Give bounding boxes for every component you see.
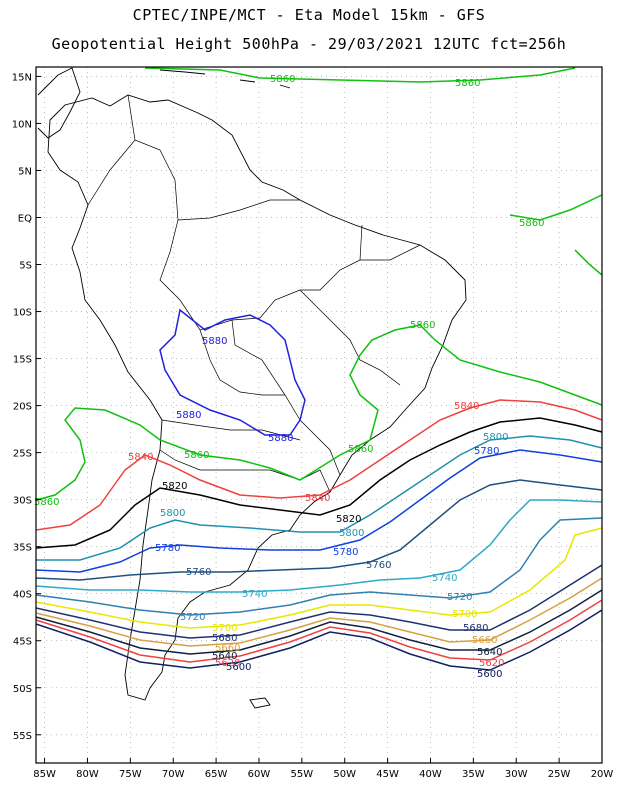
label-5860: 5860: [34, 497, 59, 508]
lat-tick-label: 40S: [13, 590, 32, 601]
lon-tick-label: 65W: [205, 769, 228, 780]
chart-subtitle: Geopotential Height 500hPa - 29/03/2021 …: [51, 35, 567, 53]
label-5880: 5880: [176, 410, 201, 421]
label-5860: 5860: [519, 218, 544, 229]
label-5800: 5800: [483, 432, 508, 443]
lat-tick-label: 20S: [13, 402, 32, 413]
label-5600: 5600: [226, 662, 251, 673]
label-5760: 5760: [366, 560, 391, 571]
label-5700: 5700: [452, 609, 477, 620]
label-5680: 5680: [212, 633, 237, 644]
lon-tick-label: 35W: [462, 769, 485, 780]
contour-labels: 5880 5880 5880 5860 5860 5860 5860 5860 …: [34, 74, 544, 680]
label-5720: 5720: [180, 612, 205, 623]
lon-tick-label: 45W: [376, 769, 399, 780]
lon-tick-label: 40W: [419, 769, 442, 780]
label-5620: 5620: [215, 658, 240, 669]
lat-tick-label: 15S: [13, 355, 32, 366]
label-5660: 5660: [215, 643, 240, 654]
lat-tick-label: 35S: [13, 543, 32, 554]
contour-5660: [35, 577, 603, 647]
lat-tick-label: 45S: [13, 637, 32, 648]
contour-5680: [35, 564, 603, 639]
label-5720: 5720: [447, 592, 472, 603]
contour-5800: [36, 435, 603, 561]
lon-tick-label: 80W: [76, 769, 99, 780]
label-5860: 5860: [410, 320, 435, 331]
lon-tick-label: 85W: [33, 769, 56, 780]
latitude-axis: 15N 10N 5N EQ 5S 10S 15S 20S 25S 30S 35S 40S 45S 50S 5…: [12, 72, 41, 742]
contour-5820: [35, 417, 603, 549]
contour-5860-main: [35, 324, 603, 501]
lat-tick-label: 15N: [12, 72, 32, 83]
lat-tick-label: 10N: [12, 119, 32, 130]
contour-5860-top: [144, 67, 576, 83]
south-america-coast: [47, 94, 467, 701]
label-5640: 5640: [212, 651, 237, 662]
lat-tick-label: 30S: [13, 496, 32, 507]
label-5840: 5840: [454, 401, 479, 412]
country-borders: [87, 94, 421, 493]
lat-tick-label: 50S: [13, 684, 32, 695]
label-5780: 5780: [474, 446, 499, 457]
contour-5760: [35, 479, 603, 581]
label-5820: 5820: [162, 481, 187, 492]
lat-tick-label: 55S: [13, 731, 32, 742]
contour-5860-east: [509, 194, 603, 276]
lon-tick-label: 20W: [591, 769, 614, 780]
caribbean-islands: [159, 69, 291, 89]
label-5860: 5860: [270, 74, 295, 85]
label-5700: 5700: [212, 623, 237, 634]
label-5840: 5840: [128, 452, 153, 463]
label-5740: 5740: [432, 573, 457, 584]
label-5800: 5800: [160, 508, 185, 519]
lon-tick-label: 60W: [248, 769, 271, 780]
lon-tick-label: 55W: [291, 769, 314, 780]
contour-5600: [35, 609, 603, 671]
lat-tick-label: 25S: [13, 449, 32, 460]
coastlines: [37, 67, 467, 709]
contour-5880-north: [159, 308, 306, 436]
lat-tick-label: 5S: [19, 261, 32, 272]
label-5660: 5660: [472, 635, 497, 646]
label-5880: 5880: [268, 433, 293, 444]
falkland-islands: [249, 697, 271, 709]
lon-tick-label: 75W: [119, 769, 142, 780]
label-5780: 5780: [155, 543, 180, 554]
label-5820: 5820: [336, 514, 361, 525]
contour-5640: [35, 589, 603, 655]
label-5840: 5840: [305, 493, 330, 504]
label-5860: 5860: [348, 444, 373, 455]
lat-tick-label: 10S: [13, 308, 32, 319]
contour-5720: [35, 517, 603, 616]
lon-tick-label: 25W: [548, 769, 571, 780]
contour-5840: [35, 399, 603, 531]
lon-tick-label: 70W: [162, 769, 185, 780]
lon-tick-label: 30W: [505, 769, 528, 780]
label-5880: 5880: [202, 336, 227, 347]
label-5740: 5740: [242, 589, 267, 600]
label-5620: 5620: [479, 658, 504, 669]
label-5640: 5640: [477, 647, 502, 658]
lat-tick-label: EQ: [18, 213, 32, 224]
chart-title: CPTEC/INPE/MCT - Eta Model 15km - GFS: [132, 6, 486, 24]
label-5860: 5860: [455, 78, 480, 89]
label-5860: 5860: [184, 450, 209, 461]
contour-5780: [35, 449, 603, 573]
contour-5620: [35, 599, 603, 663]
contour-lines: [35, 67, 603, 671]
label-5780: 5780: [333, 547, 358, 558]
map-frame: [35, 66, 603, 764]
label-5800: 5800: [339, 528, 364, 539]
label-5600: 5600: [477, 669, 502, 680]
lat-tick-label: 5N: [18, 166, 32, 177]
contour-5740: [35, 499, 603, 593]
central-america-coast: [37, 67, 81, 139]
contour-5700: [35, 527, 603, 629]
lon-tick-label: 50W: [333, 769, 356, 780]
longitude-axis: 85W 80W 75W 70W 65W 60W 55W 50W 45W 40W 35W 30W 25W 2…: [33, 758, 613, 780]
label-5760: 5760: [186, 567, 211, 578]
label-5680: 5680: [463, 623, 488, 634]
